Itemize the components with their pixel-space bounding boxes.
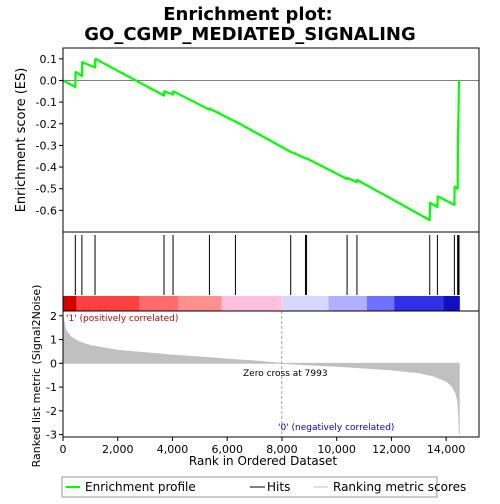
es-ytick-label: -0.1: [36, 96, 57, 109]
es-ylabel: Enrichment score (ES): [14, 68, 29, 213]
xtick-label: 0: [60, 443, 67, 456]
es-ytick-label: -0.4: [36, 161, 57, 174]
xtick-label: 10,000: [317, 443, 356, 456]
heatmap-band: [366, 296, 395, 311]
xtick-label: 6,000: [211, 443, 243, 456]
negative-label: '0' (negatively correlated): [278, 423, 394, 433]
metric-ytick-label: -2: [46, 405, 57, 418]
legend: Enrichment profile Hits Ranking metric s…: [61, 476, 466, 498]
metric-ytick-label: -1: [46, 381, 57, 394]
heatmap-band: [63, 296, 77, 311]
hits-panel: [62, 231, 480, 312]
x-axis-label: Rank in Ordered Dataset: [189, 454, 337, 468]
legend-enrichment-label: Enrichment profile: [85, 480, 196, 494]
legend-hits-label: Hits: [267, 480, 290, 494]
metric-ytick-label: 0: [50, 357, 57, 370]
heatmap-band: [328, 296, 367, 311]
heatmap-band: [139, 296, 178, 311]
heatmap-band: [281, 296, 329, 311]
heatmap-band: [443, 296, 460, 311]
es-panel: 0.1 0.0 -0.1 -0.2 -0.3 -0.4 -0.5 -0.6: [36, 47, 480, 233]
xtick-label: 12,000: [372, 443, 411, 456]
chart-title-line1: Enrichment plot:: [163, 4, 333, 25]
es-ytick-label: 0.0: [40, 74, 58, 87]
xtick-label: 14,000: [427, 443, 466, 456]
zero-cross-label: Zero cross at 7993: [243, 369, 328, 379]
ranking-metric-area: [62, 315, 460, 435]
metric-ytick-label: 2: [50, 310, 57, 323]
es-ytick-label: -0.6: [36, 204, 57, 217]
es-ytick-label: 0.1: [40, 53, 58, 66]
xtick-label: 4,000: [157, 443, 189, 456]
es-ytick-label: -0.5: [36, 183, 57, 196]
chart-title-line2: GO_CGMP_MEDIATED_SIGNALING: [84, 24, 416, 45]
positive-label: '1' (positively correlated): [66, 314, 178, 324]
heatmap-band: [394, 296, 444, 311]
metric-panel-frame: [62, 310, 480, 438]
es-ytick-label: -0.3: [36, 139, 57, 152]
metric-ytick-label: 1: [50, 334, 57, 347]
legend-box: [61, 476, 438, 498]
heatmap-band: [76, 296, 140, 311]
xtick-label: 8,000: [266, 443, 298, 456]
metric-ytick-label: -3: [46, 429, 57, 442]
heatmap-band: [221, 296, 282, 311]
xtick-label: 2,000: [102, 443, 134, 456]
metric-panel-background: [63, 311, 479, 437]
enrichment-profile-line: [62, 57, 461, 222]
x-axis: 0 2,000 4,000 6,000 8,000 10,000 12,000 14,000: [60, 437, 466, 456]
heatmap-band: [177, 296, 222, 311]
metric-ylabel: Ranked list metric (Signal2Noise): [30, 285, 43, 468]
legend-metric-label: Ranking metric scores: [333, 480, 466, 494]
metric-panel: 2 1 0 -1 -2 -3: [46, 310, 480, 442]
es-ytick-label: -0.2: [36, 118, 57, 131]
